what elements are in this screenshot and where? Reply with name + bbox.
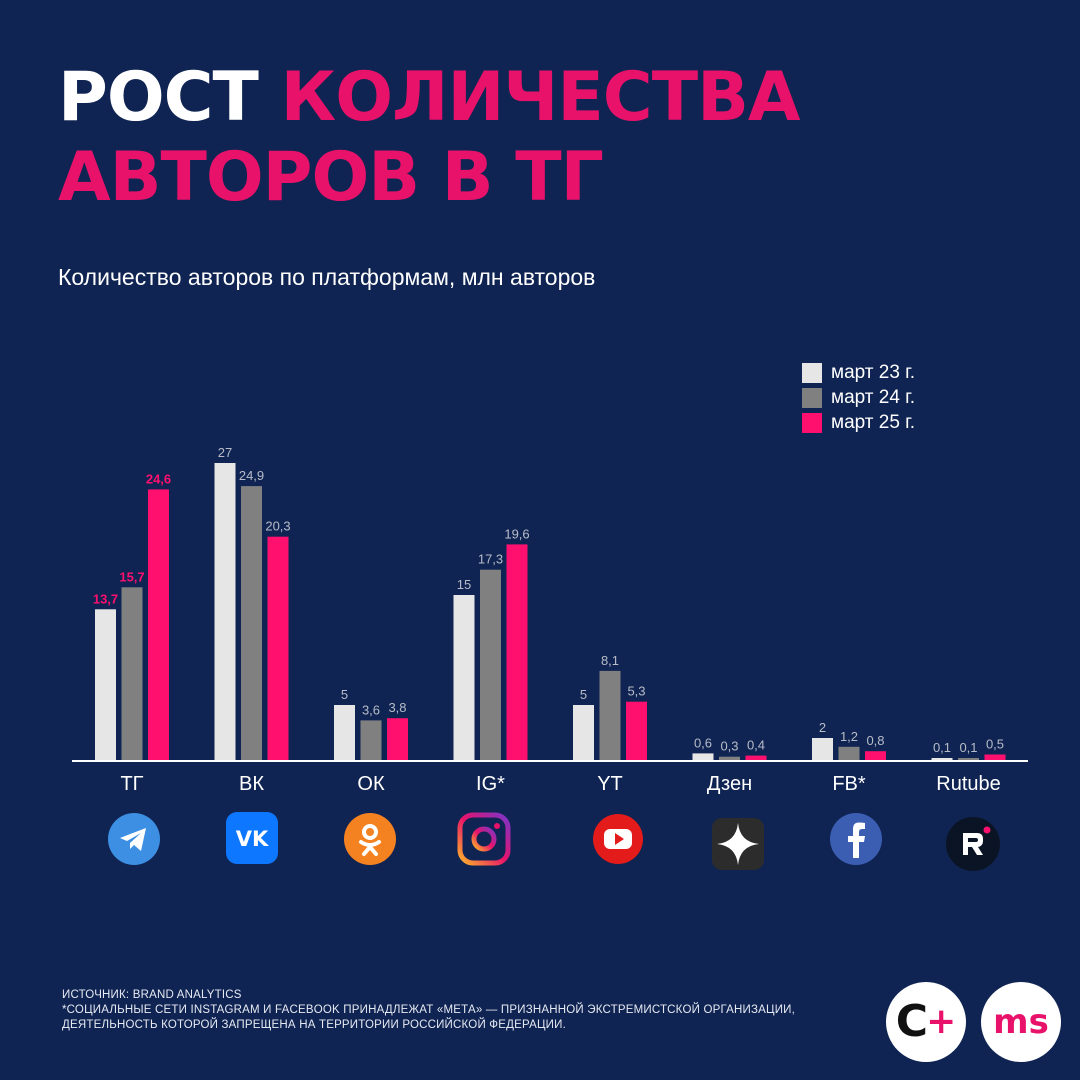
data-label-7-2: 0,5 [986,737,1004,752]
svg-text:VK: VK [236,827,269,851]
bar-0-2 [148,489,169,760]
legend-swatch-2025 [802,412,822,433]
legend-label-2025: март 25 г. [831,411,916,433]
legend-swatch-2023 [802,362,822,383]
title-white: РОСТ [58,58,281,137]
category-label-6: FB* [832,773,866,795]
category-label-7: Rutube [936,773,1001,795]
data-label-1-1: 24,9 [239,468,264,483]
data-label-0-0: 13,7 [93,591,118,606]
category-label-0: ТГ [120,773,143,795]
facebook-icon [829,812,883,866]
data-label-5-1: 0,3 [720,739,738,754]
data-label-1-0: 27 [218,445,232,460]
page-title: РОСТ КОЛИЧЕСТВА АВТОРОВ В ТГ [58,58,801,218]
logo-c-plus-plus: + [926,1001,957,1042]
legend-label-2024: март 24 г. [831,386,916,408]
data-label-2-2: 3,8 [388,700,406,715]
youtube-icon [591,812,645,866]
odnoklassniki-icon [343,812,397,866]
footer-note: ИСТОЧНИК: BRAND ANALYTICS *СОЦИАЛЬНЫЕ СЕ… [62,988,795,1033]
legend-label-2023: март 23 г. [831,361,916,383]
bar-5-0 [692,753,714,760]
data-label-4-2: 5,3 [627,684,645,699]
bar-4-0 [573,705,594,760]
bar-1-0 [214,463,236,760]
bar-2-2 [387,718,408,760]
data-label-3-0: 15 [457,577,471,592]
data-label-7-1: 0,1 [959,740,977,755]
category-label-3: IG* [476,773,505,795]
rutube-icon [946,817,1000,871]
bar-2-1 [360,720,382,760]
legend-item-2024: март 24 г. [802,385,915,410]
title-line2: АВТОРОВ В ТГ [58,138,604,217]
bar-4-2 [626,701,647,760]
legend-swatch-2024 [802,387,822,408]
logo-ms: ms [981,982,1061,1062]
data-label-5-2: 0,4 [747,738,765,753]
data-label-3-1: 17,3 [478,552,503,567]
bar-3-2 [506,544,528,760]
data-label-5-0: 0,6 [694,735,712,750]
logo-c-plus: С + [886,982,966,1062]
data-label-4-0: 5 [580,687,587,702]
logo-ms-text: ms [993,1002,1049,1042]
bar-6-1 [838,746,860,760]
bar-6-0 [812,738,833,760]
chart-legend: март 23 г. март 24 г. март 25 г. [802,360,915,435]
legend-item-2023: март 23 г. [802,360,915,385]
category-label-5: Дзен [707,773,752,795]
bar-0-1 [121,587,143,760]
dzen-icon [711,817,765,871]
bar-6-2 [865,751,886,760]
data-label-2-1: 3,6 [362,702,380,717]
logo-c-plus-letter: С [895,996,929,1047]
data-label-0-2: 24,6 [146,471,171,486]
data-label-6-2: 0,8 [866,733,884,748]
data-label-4-1: 8,1 [601,653,619,668]
data-label-3-2: 19,6 [504,526,529,541]
legend-item-2025: март 25 г. [802,410,915,435]
category-label-4: YT [597,773,623,795]
vk-icon: VK [225,811,279,865]
bar-2-0 [334,705,355,760]
data-label-6-1: 1,2 [840,729,858,744]
bar-4-1 [599,670,621,760]
bar-1-1 [241,486,262,760]
telegram-icon [107,812,161,866]
data-label-2-0: 5 [341,687,348,702]
category-label-2: ОК [357,773,385,795]
footer-disclaimer-1: *СОЦИАЛЬНЫЕ СЕТИ INSTAGRAM И FACEBOOK ПР… [62,1004,796,1016]
instagram-icon [457,812,511,866]
footer-disclaimer-2: ДЕЯТЕЛЬНОСТЬ КОТОРОЙ ЗАПРЕЩЕНА НА ТЕРРИТ… [62,1019,566,1031]
title-pink: КОЛИЧЕСТВА [280,58,801,137]
data-label-1-2: 20,3 [265,519,290,534]
footer-source: ИСТОЧНИК: BRAND ANALYTICS [62,989,242,1001]
bar-7-2 [984,754,1006,760]
bar-7-1 [958,758,979,760]
bar-0-0 [95,609,116,760]
data-label-0-1: 15,7 [119,569,144,584]
bar-5-2 [745,755,767,760]
bar-3-1 [480,569,501,760]
bar-3-0 [453,595,475,760]
data-label-7-0: 0,1 [933,740,951,755]
data-label-6-0: 2 [819,720,826,735]
chart-subtitle: Количество авторов по платформам, млн ав… [58,264,596,290]
bar-1-2 [267,536,289,760]
bar-7-0 [931,758,953,760]
category-label-1: ВК [239,773,264,795]
bar-5-1 [719,756,740,760]
